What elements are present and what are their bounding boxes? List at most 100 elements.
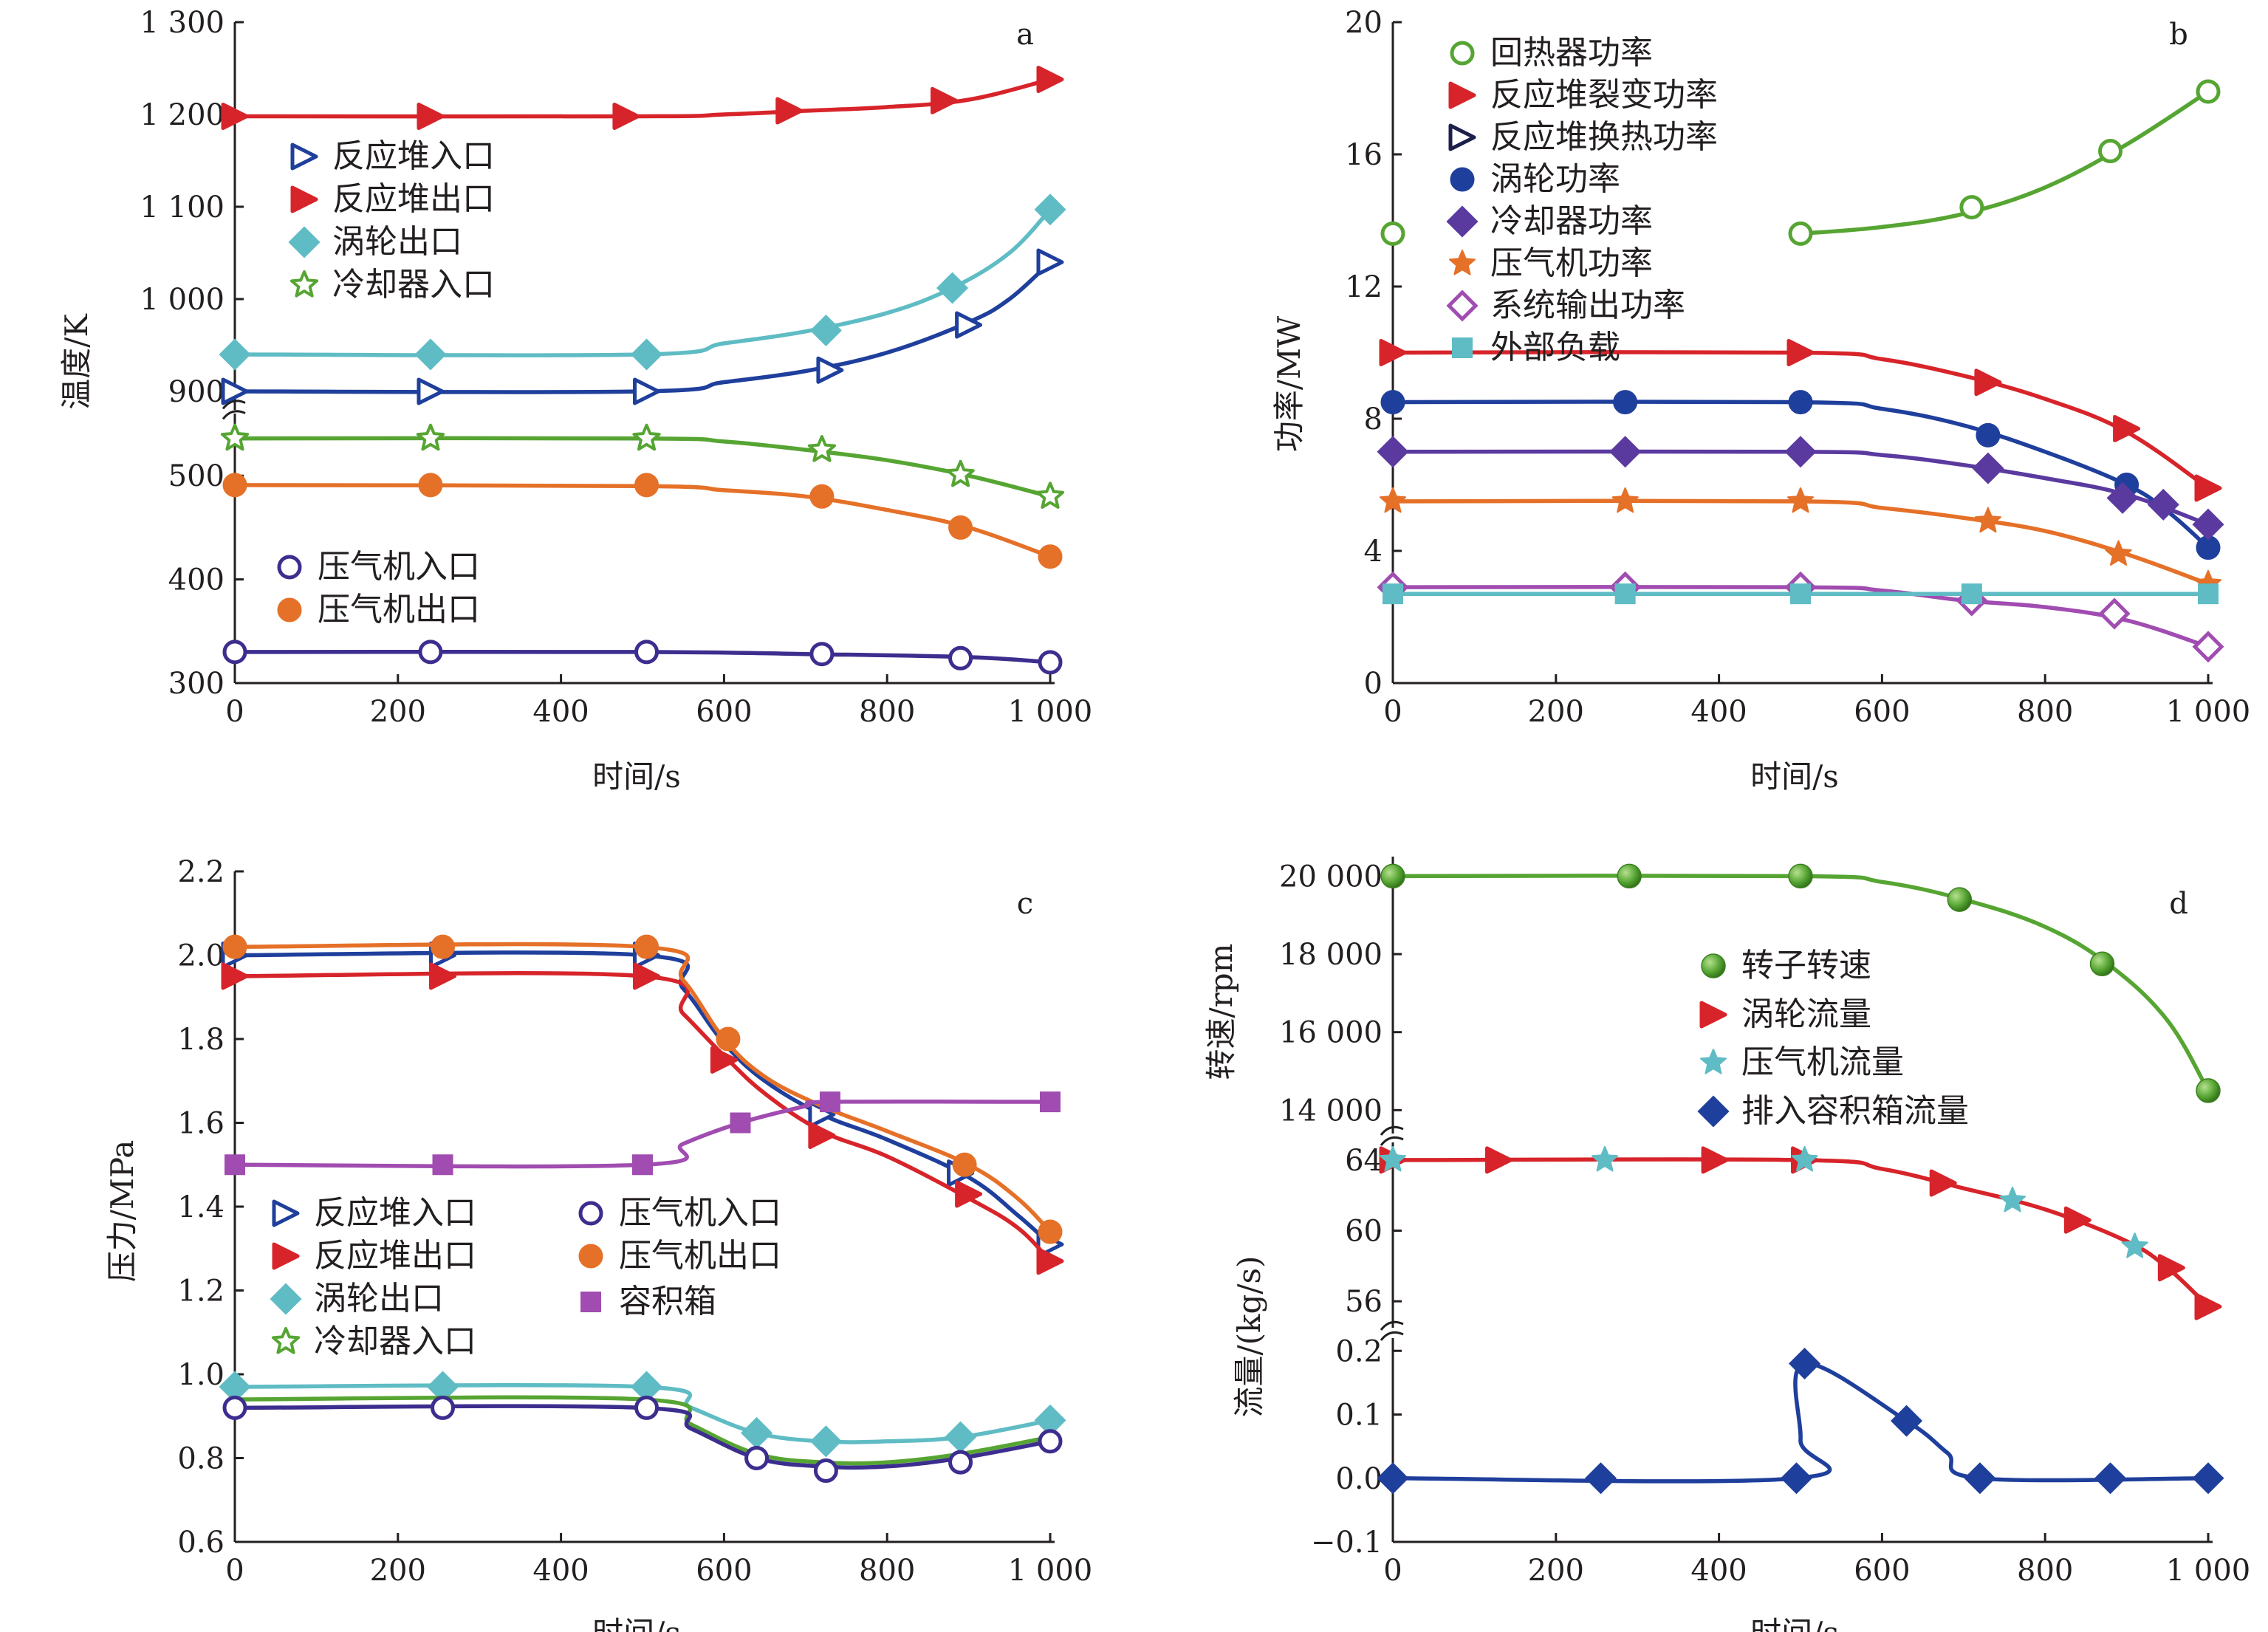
marker-diamond xyxy=(630,338,663,371)
marker-diamond xyxy=(2106,481,2139,514)
legend-item: 反应堆入口 xyxy=(272,1194,476,1232)
marker-triangle xyxy=(955,1180,983,1208)
legend-marker xyxy=(277,597,302,623)
legend-marker xyxy=(578,1201,603,1226)
marker-triangle xyxy=(1485,1146,1513,1174)
legend-label: 反应堆入口 xyxy=(332,137,495,175)
marker-star xyxy=(632,423,661,451)
marker-square xyxy=(1614,583,1636,605)
x-tick-label: 200 xyxy=(1528,1554,1584,1588)
marker-diamond xyxy=(1584,1462,1617,1495)
legend-item: 压气机功率 xyxy=(1448,244,1653,282)
legend-label: 反应堆出口 xyxy=(314,1237,476,1275)
marker-triangle xyxy=(2194,474,2222,502)
marker-star xyxy=(946,459,975,487)
x-tick-label: 400 xyxy=(532,1554,589,1588)
marker-circle xyxy=(744,1446,770,1470)
y-tick-label: 8 xyxy=(1364,402,1383,436)
x-tick-label: 200 xyxy=(1528,695,1584,729)
y-tick-label: 400 xyxy=(168,563,225,597)
marker-circle xyxy=(1450,167,1475,192)
y-tick-label: 20 000 xyxy=(1279,860,1383,894)
marker-triangle xyxy=(775,97,804,125)
x-tick-label: 1 000 xyxy=(1008,695,1093,729)
axis-break-mark xyxy=(222,410,246,420)
panel-a: 0 200 400 600 800 1 000 300 400 500 900 1 000 1 100… xyxy=(58,6,1092,795)
marker-triangle xyxy=(272,1242,300,1270)
marker-circle xyxy=(948,1450,973,1475)
series-line xyxy=(233,1099,1052,1169)
legend-marker xyxy=(578,1244,603,1269)
marker-circle xyxy=(948,515,973,540)
panel-a-legend: 反应堆入口 反应堆出口 涡轮出口 冷却器入口 压气机入口 压气机出口 xyxy=(277,137,495,628)
marker-triangle xyxy=(1701,1146,1729,1174)
marker-diamond xyxy=(219,338,251,371)
legend-item: 反应堆出口 xyxy=(272,1237,476,1275)
series-line xyxy=(1391,400,2210,550)
y-tick-label: 64 xyxy=(1345,1144,1383,1178)
marker-circle xyxy=(578,1244,603,1269)
legend-marker xyxy=(290,185,318,213)
legend-label: 反应堆入口 xyxy=(314,1194,476,1232)
legend-item: 系统输出功率 xyxy=(1446,287,1685,324)
series-line xyxy=(1391,1361,2210,1484)
legend-item: 反应堆出口 xyxy=(290,180,495,218)
legend-label: 反应堆换热功率 xyxy=(1490,118,1718,156)
legend-label: 转子转速 xyxy=(1741,947,1871,984)
panel-d: 0 200 400 600 800 1 000 −0.1 0.0 0.1 0.2 56 60 64 14 … xyxy=(1203,857,2250,1632)
marker-circle xyxy=(716,1026,741,1052)
panel-c: 0 200 400 600 800 1 000 0.6 0.8 1.0 1.2 1.4 1.6 1.8 2… xyxy=(104,855,1092,1632)
y-tick-label: 1 000 xyxy=(140,283,225,317)
marker-triangle xyxy=(1036,248,1064,276)
legend-item: 反应堆入口 xyxy=(290,137,495,175)
marker-triangle xyxy=(930,86,958,114)
panel-b-letter: b xyxy=(2169,18,2188,52)
marker-star xyxy=(1786,487,1815,513)
marker-diamond xyxy=(809,1425,842,1458)
legend-label: 排入容积箱流量 xyxy=(1741,1092,1969,1130)
legend-marker xyxy=(1450,167,1475,192)
marker-circle xyxy=(1788,390,1813,415)
axis-break-mark xyxy=(1380,1125,1404,1136)
y-tick-label: 2.2 xyxy=(177,855,225,889)
series-line xyxy=(1798,89,2210,236)
marker-circle xyxy=(634,473,659,498)
y-tick-label: 0.8 xyxy=(177,1442,225,1476)
marker-square xyxy=(2198,583,2219,605)
marker-triangle xyxy=(2113,414,2141,442)
marker-sphere xyxy=(1788,863,1813,889)
marker-square xyxy=(1452,337,1473,358)
marker-circle xyxy=(1380,390,1405,415)
panel-a-y-title: 温度/K xyxy=(58,313,95,410)
legend-label: 压气机出口 xyxy=(619,1237,781,1275)
marker-circle xyxy=(222,1395,247,1420)
marker-circle xyxy=(277,597,302,623)
marker-triangle xyxy=(1974,368,2002,397)
panel-c-y-title: 压力/MPa xyxy=(104,1140,140,1283)
y-tick-label: 12 xyxy=(1345,270,1383,304)
marker-triangle xyxy=(612,103,640,130)
marker-circle xyxy=(1613,390,1638,415)
panel-b: 0 200 400 600 800 1 000 0 4 8 12 16 20 b 时间/s 功率/MW… xyxy=(1271,6,2250,795)
y-tick-label: 56 xyxy=(1345,1285,1383,1319)
legend-item: 冷却器功率 xyxy=(1446,202,1653,240)
marker-sphere xyxy=(1947,887,1973,912)
y-tick-label: 18 000 xyxy=(1279,938,1383,972)
marker-circle xyxy=(1788,221,1813,246)
legend-item: 压气机流量 xyxy=(1699,1043,1904,1081)
marker-square xyxy=(730,1112,751,1134)
marker-triangle xyxy=(2194,1292,2222,1320)
x-tick-label: 1 000 xyxy=(2166,1554,2251,1588)
legend-item: 压气机入口 xyxy=(578,1194,781,1232)
marker-diamond xyxy=(1377,1462,1409,1495)
marker-circle xyxy=(634,1395,659,1420)
marker-square xyxy=(1383,583,1403,605)
marker-circle xyxy=(277,555,302,580)
panel-c-legend: 反应堆入口 反应堆出口 涡轮出口 冷却器入口 压气机入口 压气机出口 容积箱 xyxy=(270,1194,781,1360)
legend-item: 容积箱 xyxy=(580,1283,716,1320)
marker-sphere xyxy=(2089,951,2115,976)
marker-circle xyxy=(578,1201,603,1226)
marker-diamond xyxy=(1034,193,1066,226)
y-tick-label: 1 200 xyxy=(140,98,225,132)
